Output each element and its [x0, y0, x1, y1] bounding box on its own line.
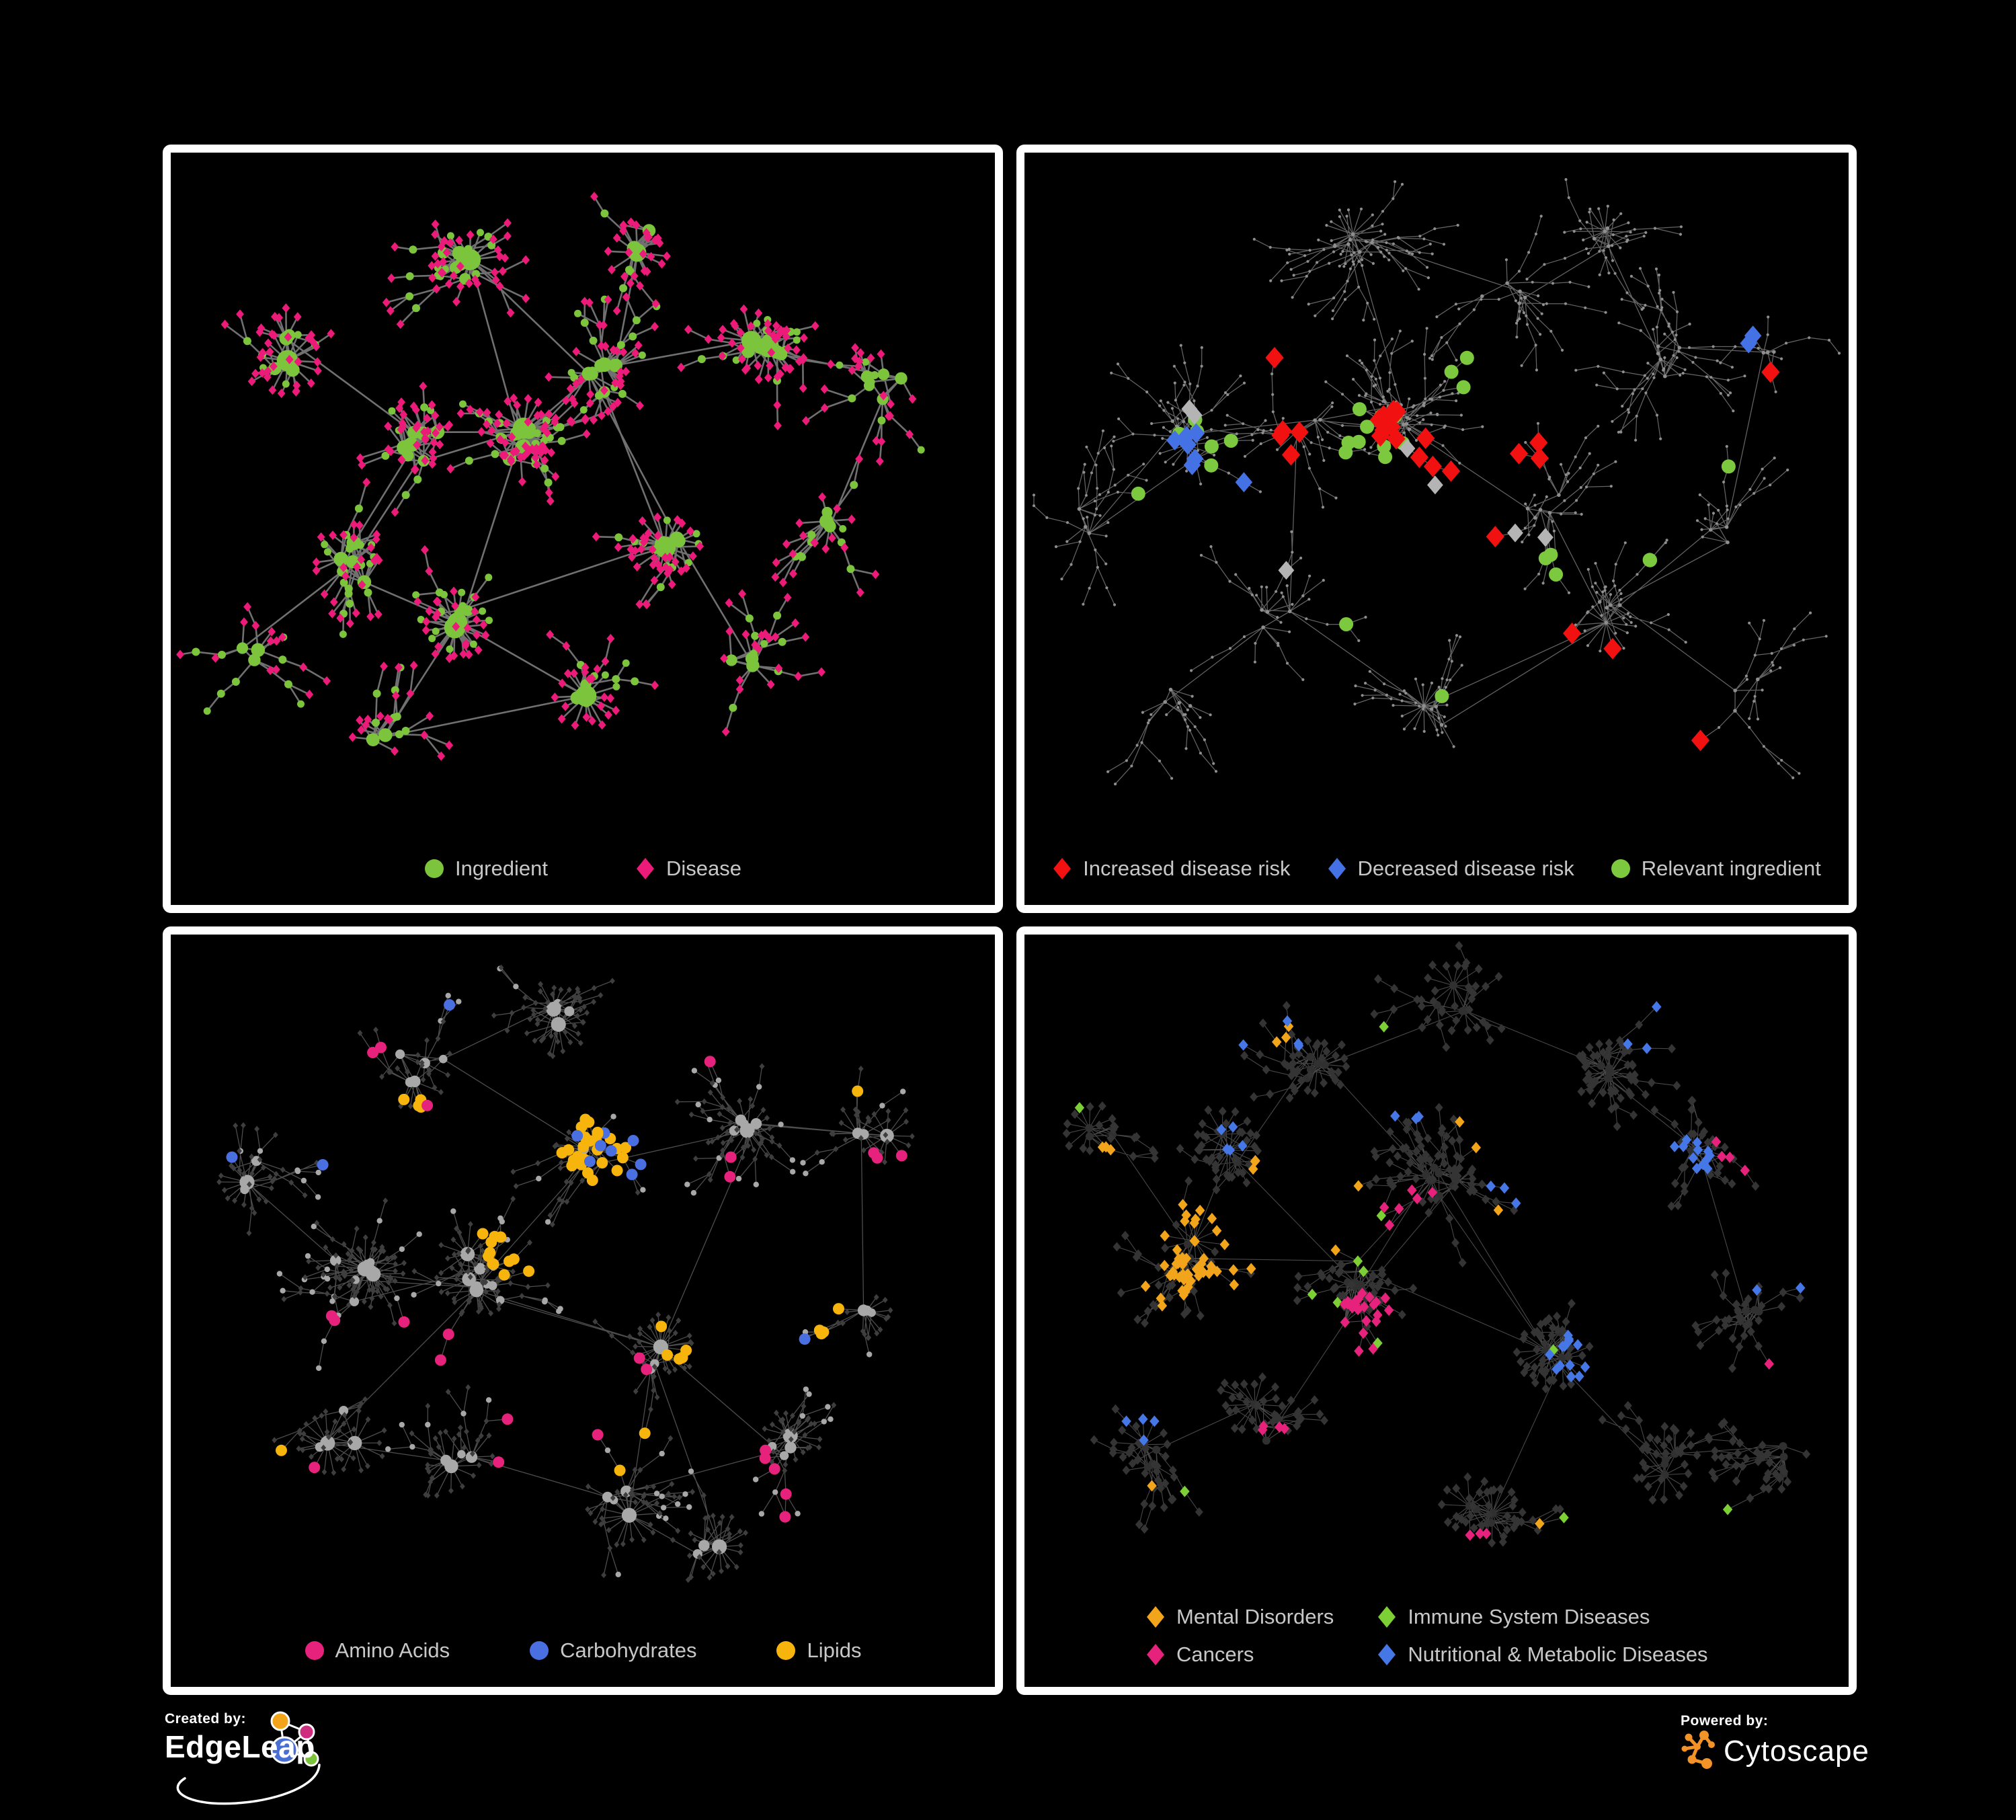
powered-by-label: Powered by: [1681, 1713, 1769, 1729]
legend-item-cancers: Cancers [1145, 1643, 1334, 1667]
legend-item-amino-acids: Amino Acids [305, 1638, 450, 1663]
legend-ingredient-disease: Ingredient Disease [171, 857, 995, 881]
network-ingredient-disease [176, 192, 925, 761]
network-nutrients [216, 964, 915, 1583]
legend-disease-categories: Mental Disorders Immune System Diseases … [1145, 1605, 1708, 1667]
disease-diamond-icon [636, 858, 654, 879]
panel-nutrients: Amino Acids Carbohydrates Lipids [163, 926, 1003, 1695]
panel-disease-categories: Mental Disorders Immune System Diseases … [1016, 926, 1857, 1695]
legend-label: Lipids [807, 1638, 862, 1662]
carbohydrates-circle-icon [530, 1641, 549, 1660]
metabolic-diseases-diamond-icon [1378, 1644, 1396, 1665]
panel-disease-risk: Increased disease risk Decreased disease… [1016, 145, 1857, 913]
legend-item-carbohydrates: Carbohydrates [529, 1638, 696, 1663]
edgeleap-logo-icon [176, 1711, 321, 1805]
legend-item-lipids: Lipids [776, 1638, 861, 1663]
edgeleap-credit: Created by: EdgeLeap [165, 1711, 393, 1815]
cytoscape-credit: Powered by: Cytoscape [1681, 1713, 1876, 1790]
legend-nutrients: Amino Acids Carbohydrates Lipids [171, 1638, 995, 1663]
immune-diseases-diamond-icon [1378, 1606, 1396, 1628]
legend-item-increased-risk: Increased disease risk [1052, 857, 1291, 881]
mental-disorders-diamond-icon [1147, 1606, 1164, 1628]
network-disease-categories [1062, 941, 1811, 1548]
legend-label: Decreased disease risk [1357, 857, 1574, 880]
legend-label: Relevant ingredient [1641, 857, 1821, 880]
legend-label: Immune System Diseases [1408, 1605, 1650, 1628]
cytoscape-logo-text: Cytoscape [1724, 1735, 1869, 1768]
relevant-ingredient-circle-icon [1611, 859, 1630, 878]
legend-label: Disease [666, 857, 741, 880]
legend-item-relevant-ingredient: Relevant ingredient [1611, 857, 1821, 881]
cancers-diamond-icon [1147, 1644, 1164, 1665]
cytoscape-logo-icon [1681, 1731, 1715, 1769]
legend-label: Nutritional & Metabolic Diseases [1408, 1643, 1708, 1666]
legend-item-disease: Disease [635, 857, 741, 881]
legend-item-ingredient: Ingredient [424, 857, 548, 881]
legend-label: Increased disease risk [1083, 857, 1291, 880]
ingredient-circle-icon [425, 859, 444, 878]
lipids-circle-icon [776, 1641, 796, 1660]
legend-item-immune-diseases: Immune System Diseases [1377, 1605, 1707, 1629]
amino-acids-circle-icon [305, 1641, 324, 1660]
legend-item-metabolic-diseases: Nutritional & Metabolic Diseases [1377, 1643, 1708, 1667]
legend-label: Mental Disorders [1176, 1605, 1334, 1628]
legend-label: Ingredient [455, 857, 548, 880]
legend-label: Carbohydrates [560, 1638, 697, 1662]
legend-disease-risk: Increased disease risk Decreased disease… [1024, 857, 1849, 881]
legend-item-mental-disorders: Mental Disorders [1145, 1605, 1334, 1629]
legend-label: Cancers [1176, 1643, 1254, 1666]
legend-item-decreased-risk: Decreased disease risk [1327, 857, 1574, 881]
network-disease-risk [1032, 177, 1841, 786]
increased-risk-diamond-icon [1053, 858, 1072, 879]
decreased-risk-diamond-icon [1328, 858, 1346, 879]
created-by-label: Created by: [165, 1711, 247, 1727]
edgeleap-logo-text: EdgeLeap [165, 1729, 315, 1764]
panel-ingredient-disease: Ingredient Disease [163, 145, 1003, 913]
legend-label: Amino Acids [335, 1638, 450, 1662]
